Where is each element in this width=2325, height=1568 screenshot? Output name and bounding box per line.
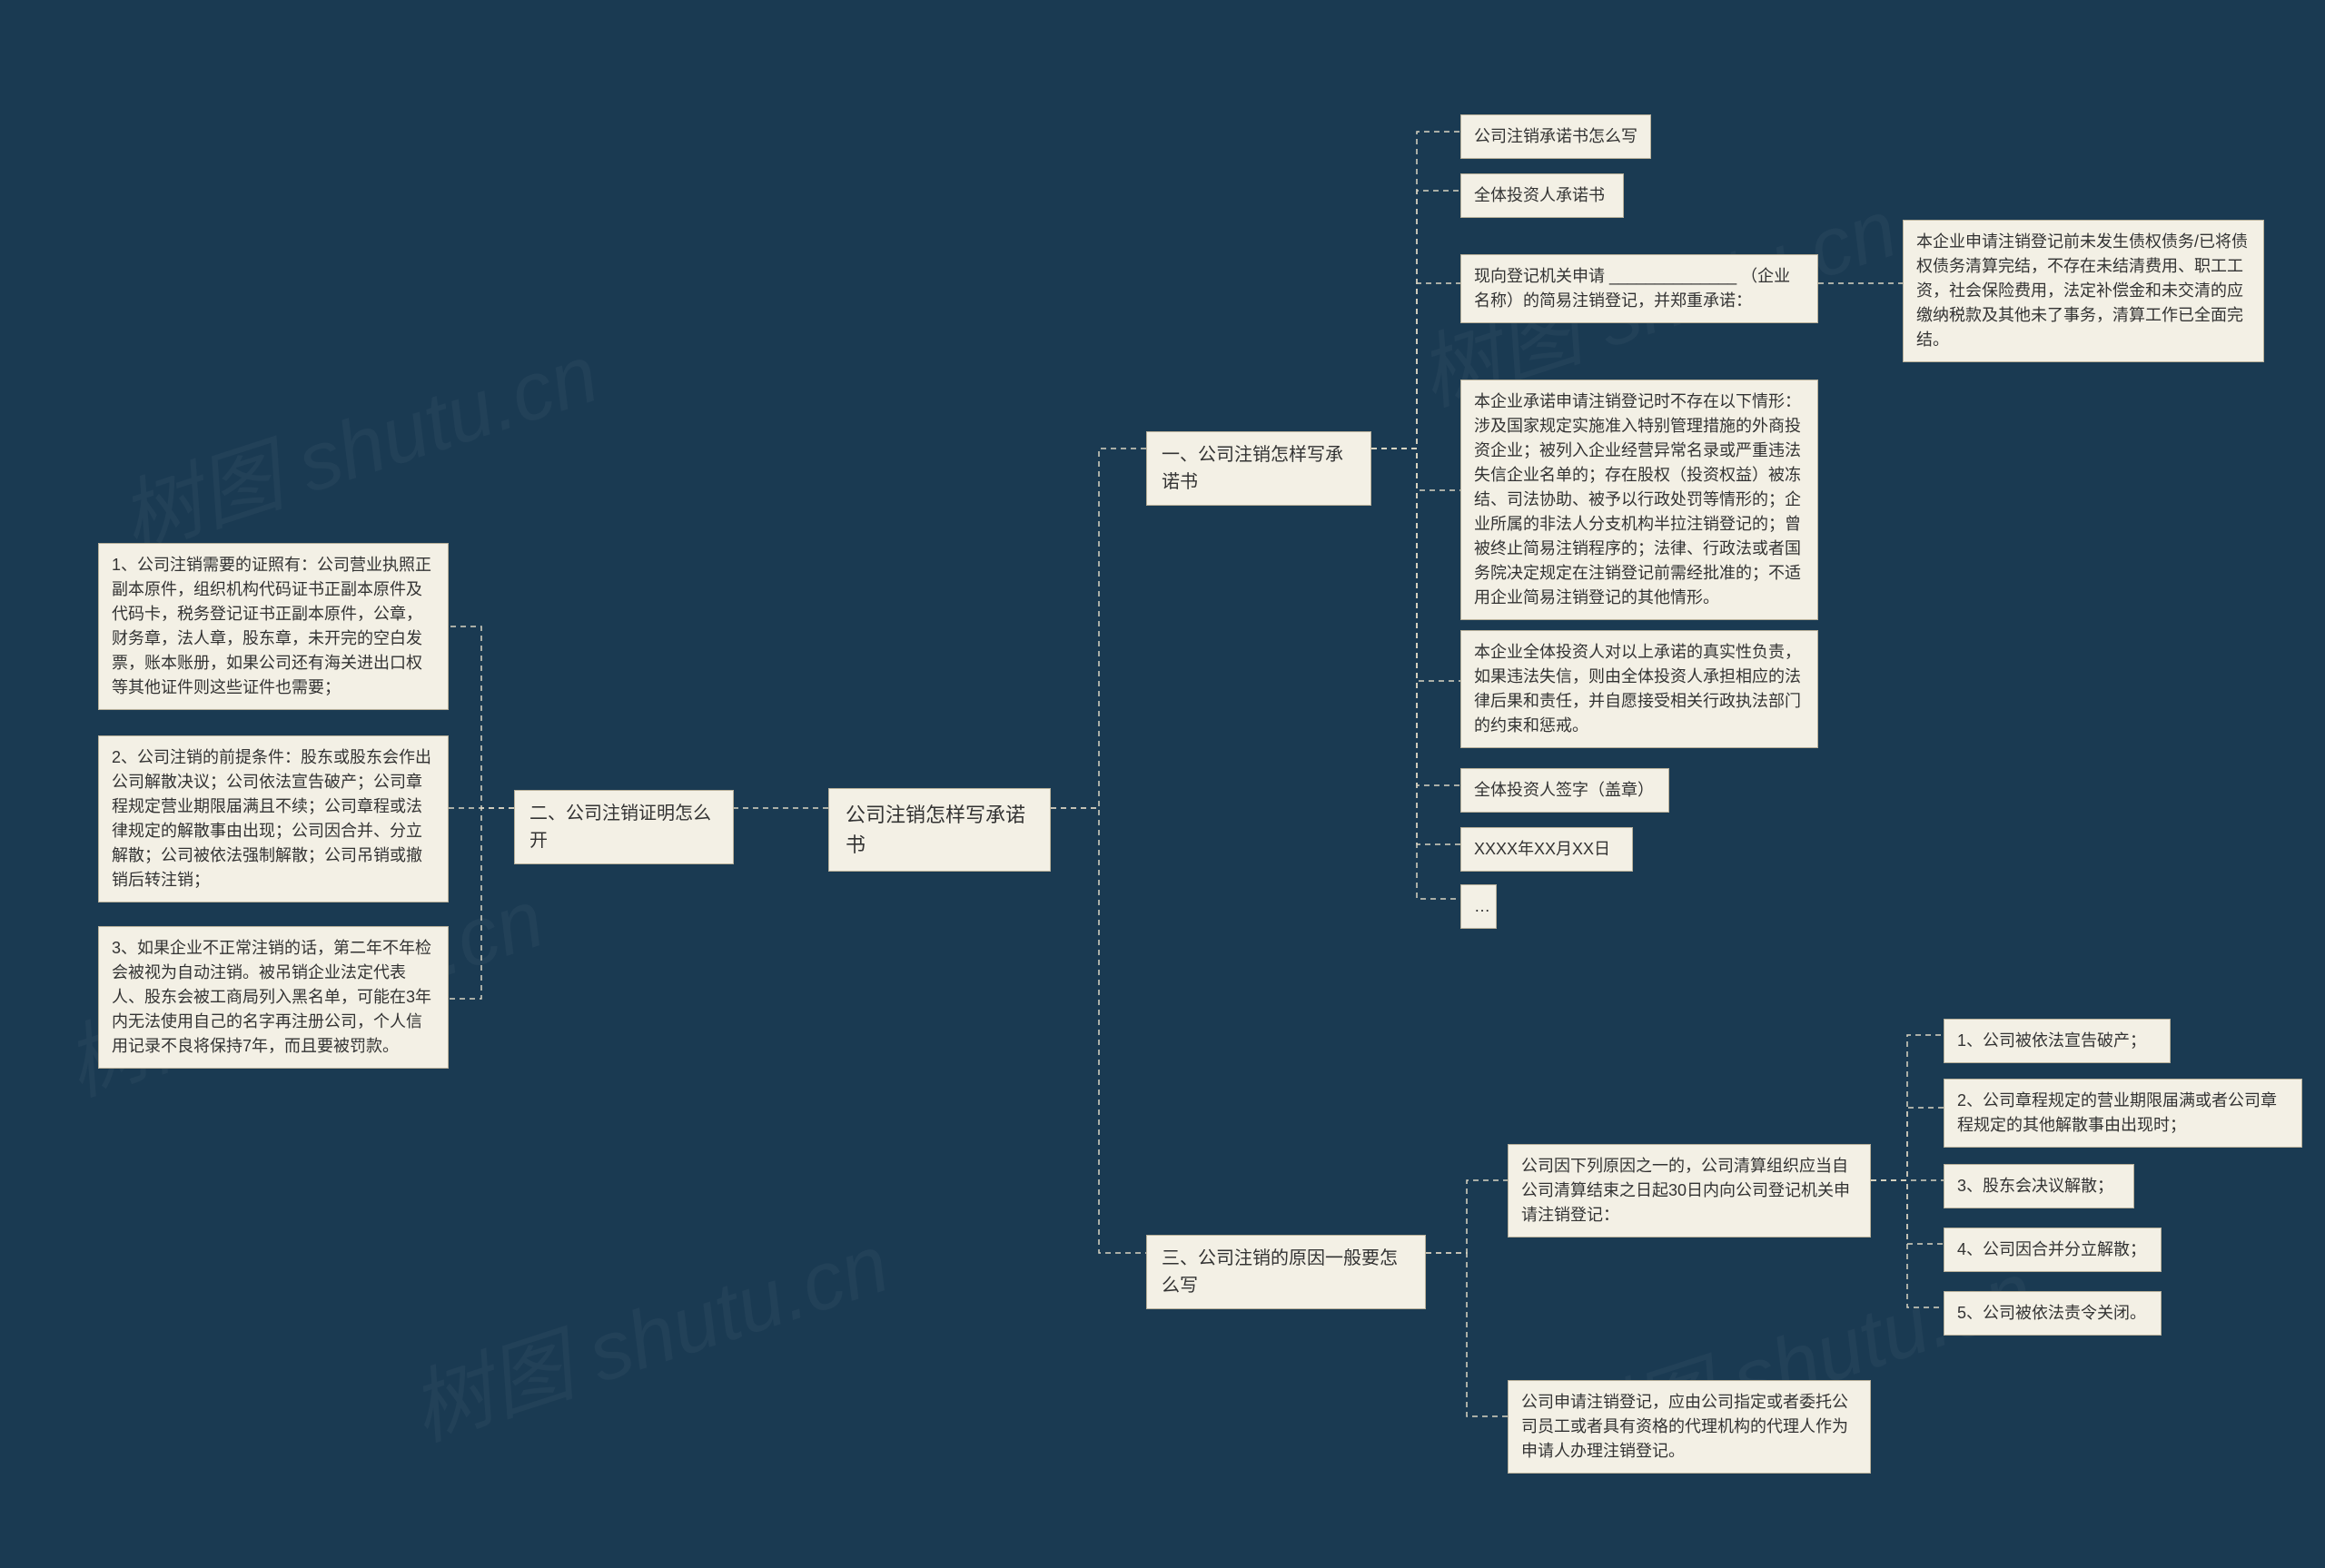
watermark: 树图 shutu.cn [103, 308, 610, 573]
branch-2-item-2: 3、如果企业不正常注销的话，第二年不年检会被视为自动注销。被吊销企业法定代表人、… [98, 926, 449, 1069]
branch-3-group1: 公司因下列原因之一的，公司清算组织应当自公司清算结束之日起30日内向公司登记机关… [1508, 1144, 1871, 1238]
branch-1-item-6: XXXX年XX月XX日 [1460, 827, 1633, 872]
branch-1-item-0: 公司注销承诺书怎么写 [1460, 114, 1651, 159]
branch-3-group2: 公司申请注销登记，应由公司指定或者委托公司员工或者具有资格的代理机构的代理人作为… [1508, 1380, 1871, 1474]
branch-1: 一、公司注销怎样写承诺书 [1146, 431, 1371, 506]
branch-1-subright: 本企业申请注销登记前未发生债权债务/已将债权债务清算完结，不存在未结清费用、职工… [1903, 220, 2264, 362]
branch-1-item-2: 现向登记机关申请 ______________ （企业名称）的简易注销登记，并郑… [1460, 254, 1818, 323]
branch-3: 三、公司注销的原因一般要怎么写 [1146, 1235, 1426, 1309]
branch-1-item-5: 全体投资人签字（盖章） [1460, 768, 1669, 813]
branch-3-group1-item-4: 5、公司被依法责令关闭。 [1944, 1291, 2162, 1336]
mindmap-canvas: 树图 shutu.cn 树图 shutu.cn 树图 shutu.cn 树图 s… [0, 0, 2325, 1568]
branch-1-item-1: 全体投资人承诺书 [1460, 173, 1624, 218]
branch-2-item-1: 2、公司注销的前提条件：股东或股东会作出公司解散决议；公司依法宣告破产；公司章程… [98, 735, 449, 902]
branch-1-item-4: 本企业全体投资人对以上承诺的真实性负责，如果违法失信，则由全体投资人承担相应的法… [1460, 630, 1818, 748]
branch-3-group1-item-1: 2、公司章程规定的营业期限届满或者公司章程规定的其他解散事由出现时； [1944, 1079, 2302, 1148]
watermark: 树图 shutu.cn [393, 1198, 901, 1463]
branch-2: 二、公司注销证明怎么开 [514, 790, 734, 864]
branch-3-group1-item-2: 3、股东会决议解散； [1944, 1164, 2134, 1208]
branch-1-item-7: … [1460, 884, 1497, 929]
branch-1-item-3: 本企业承诺申请注销登记时不存在以下情形：涉及国家规定实施准入特别管理措施的外商投… [1460, 380, 1818, 620]
branch-2-item-0: 1、公司注销需要的证照有：公司营业执照正副本原件，组织机构代码证书正副本原件及代… [98, 543, 449, 710]
branch-3-group1-item-3: 4、公司因合并分立解散； [1944, 1228, 2162, 1272]
root-node: 公司注销怎样写承诺书 [828, 788, 1051, 872]
branch-3-group1-item-0: 1、公司被依法宣告破产； [1944, 1019, 2171, 1063]
